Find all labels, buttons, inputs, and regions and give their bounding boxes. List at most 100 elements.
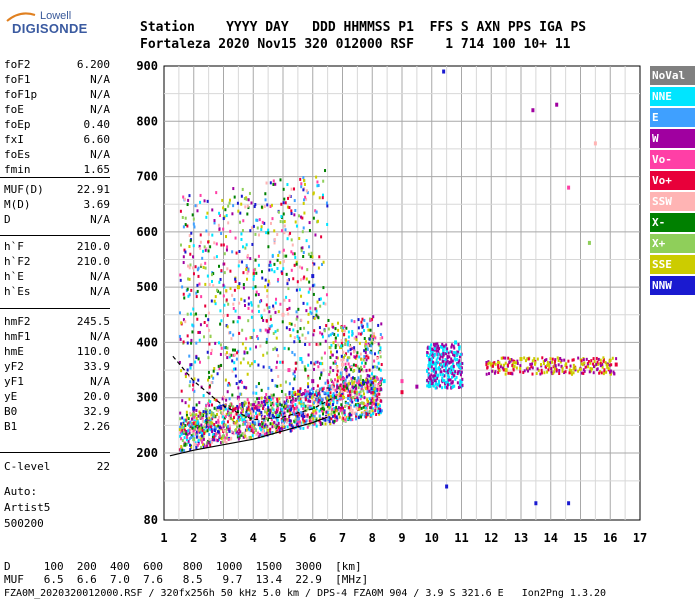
echo-dot — [257, 293, 260, 297]
echo-dot — [308, 389, 311, 393]
echo-dot — [245, 436, 248, 440]
echo-dot — [202, 445, 205, 449]
echo-dot — [215, 408, 218, 412]
echo-dot — [260, 428, 263, 432]
echo-dot — [179, 411, 182, 415]
echo-dot — [374, 408, 377, 412]
echo-dot — [444, 363, 447, 367]
echo-dot — [186, 203, 189, 207]
echo-dot — [181, 399, 184, 403]
echo-dot — [186, 415, 189, 419]
echo-dot — [298, 288, 301, 292]
echo-dot — [336, 379, 339, 383]
echo-dot — [226, 356, 229, 360]
echo-dot — [254, 400, 257, 404]
echo-dot — [340, 341, 343, 345]
echo-dot — [307, 320, 310, 324]
echo-dot — [297, 408, 300, 412]
echo-dot — [189, 380, 192, 384]
echo-dot — [319, 297, 322, 301]
echo-dot — [302, 402, 305, 406]
echo-dot — [378, 387, 381, 391]
echo-dot — [227, 424, 230, 428]
echo-dot — [302, 254, 305, 258]
echo-dot — [261, 276, 264, 280]
echo-dot — [315, 411, 318, 415]
echo-dot — [487, 360, 490, 364]
echo-dot — [429, 353, 432, 357]
echo-dot — [485, 360, 488, 364]
echo-dot — [324, 422, 327, 426]
echo-dot — [344, 366, 347, 370]
echo-dot — [249, 364, 252, 368]
echo-dot — [349, 406, 352, 410]
y-tick-label: 80 — [144, 513, 158, 527]
echo-dot — [304, 195, 307, 199]
echo-dot — [306, 413, 309, 417]
echo-dot — [341, 368, 344, 372]
echo-dot — [257, 423, 260, 427]
echo-dot — [457, 350, 460, 354]
echo-dot — [251, 407, 254, 411]
echo-dot — [219, 322, 222, 326]
echo-dot — [448, 355, 451, 359]
echo-dot — [504, 356, 507, 360]
profile-curve — [169, 416, 328, 457]
echo-dot — [379, 355, 382, 359]
echo-dot — [347, 397, 350, 401]
echo-dot — [190, 417, 193, 421]
echo-dot — [437, 361, 440, 365]
echo-dot — [360, 323, 363, 327]
echo-dot — [213, 406, 216, 410]
echo-dot — [336, 387, 339, 391]
echo-dot — [230, 411, 233, 415]
echo-dot — [287, 416, 290, 420]
echo-dot — [242, 271, 245, 275]
echo-dot — [379, 409, 382, 413]
echo-dot — [364, 347, 367, 351]
echo-dot — [207, 441, 210, 445]
echo-dot — [444, 345, 447, 349]
echo-dot — [305, 277, 308, 281]
echo-dot — [379, 404, 382, 408]
echo-dot — [192, 244, 195, 248]
echo-dot — [231, 212, 234, 216]
echo-dot — [523, 369, 526, 373]
echo-dot — [372, 384, 375, 388]
echo-dot — [506, 363, 509, 367]
echo-dot — [371, 397, 374, 401]
echo-dot — [274, 422, 277, 426]
echo-dot — [319, 423, 322, 427]
param-name: foF1 — [4, 73, 31, 86]
echo-dot — [217, 415, 220, 419]
echo-dot — [197, 438, 200, 442]
echo-dot — [307, 353, 310, 357]
echo-dot — [292, 372, 295, 376]
echo-dot — [193, 415, 196, 419]
echo-dot — [253, 406, 256, 410]
echo-dot — [215, 255, 218, 259]
param-row: foE N/A — [4, 103, 110, 117]
echo-dot — [360, 368, 363, 372]
echo-dot — [336, 333, 339, 337]
echo-dot — [221, 411, 224, 415]
echo-dot — [246, 253, 249, 257]
echo-dot — [290, 250, 293, 254]
echo-dot — [185, 429, 188, 433]
echo-dot — [202, 394, 205, 398]
echo-dot — [329, 355, 332, 359]
echo-dot — [222, 227, 225, 231]
echo-dot — [293, 336, 296, 340]
echo-dot — [308, 395, 311, 399]
echo-dot — [208, 328, 211, 332]
echo-dot — [228, 417, 231, 421]
echo-dot — [244, 246, 247, 250]
echo-dot — [245, 264, 248, 268]
echo-dot — [461, 362, 464, 366]
echo-dot — [336, 369, 339, 373]
echo-dot — [376, 389, 379, 393]
echo-dot — [263, 308, 266, 312]
echo-dot — [257, 233, 260, 237]
echo-dot — [293, 374, 296, 378]
echo-dot — [539, 363, 542, 367]
